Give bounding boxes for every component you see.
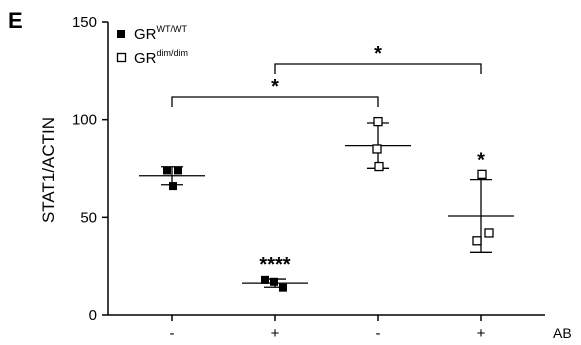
significance-label: * [271, 76, 279, 98]
x-tick-label: - [376, 325, 381, 342]
x-tick-label: - [170, 325, 175, 342]
significance-label: * [477, 149, 485, 171]
legend-marker-open [116, 52, 127, 63]
data-point [372, 144, 382, 154]
y-axis-label: STAT1/ACTIN [39, 117, 58, 223]
x-tick-label: + [271, 325, 280, 342]
significance-label: **** [259, 254, 290, 276]
data-point [279, 283, 287, 292]
y-tick-label: 50 [80, 209, 97, 226]
significance-bracket [274, 63, 482, 74]
x-axis-label: AB [553, 325, 572, 341]
data-point [374, 161, 384, 172]
x-tick-label: + [477, 325, 486, 342]
y-tick-label: 150 [72, 14, 97, 31]
marks: ******* [139, 43, 514, 292]
legend-label-wt: GRWT/WT [134, 24, 187, 43]
y-tick-label: 0 [89, 307, 97, 324]
data-point [270, 277, 278, 286]
y-tick-label: 100 [72, 112, 97, 129]
data-point [477, 169, 487, 180]
data-point [472, 236, 482, 246]
significance-label: * [374, 43, 382, 65]
data-point [169, 182, 177, 191]
data-point [174, 166, 182, 175]
legend-marker-filled [117, 30, 125, 38]
panel-label: E [8, 8, 23, 33]
axes: 0 50 100 150 - + - + [72, 14, 545, 342]
data-point [484, 228, 494, 238]
legend: GRWT/WT GRdim/dim [116, 24, 188, 67]
data-point [261, 275, 269, 284]
legend-label-dim: GRdim/dim [134, 48, 188, 67]
data-point [373, 116, 383, 127]
significance-bracket [171, 96, 379, 107]
data-point [163, 166, 171, 175]
